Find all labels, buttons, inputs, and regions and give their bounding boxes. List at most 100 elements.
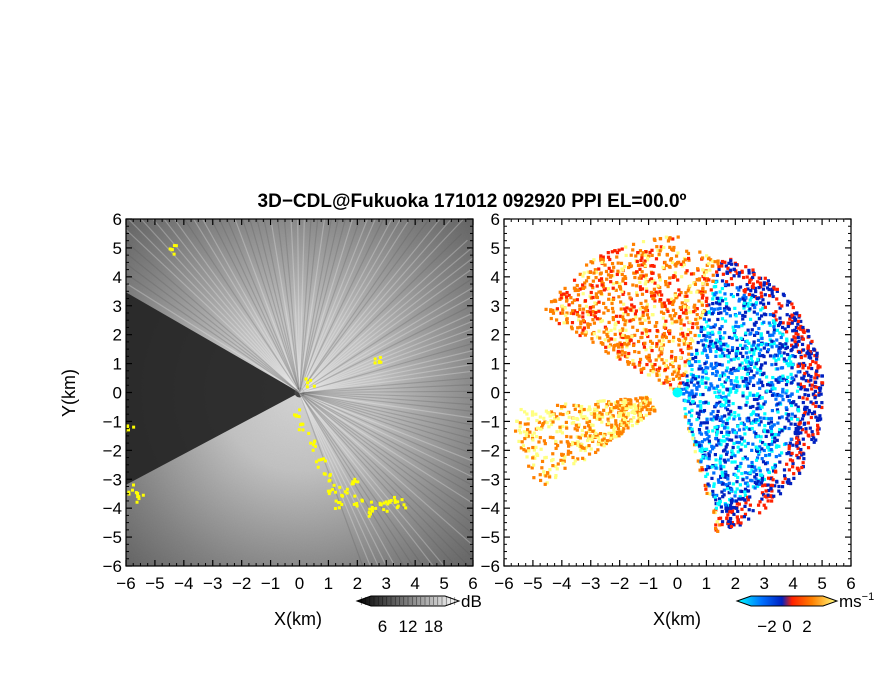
velocity-pixel (614, 405, 619, 409)
velocity-pixel (717, 439, 721, 444)
velocity-pixel (638, 280, 642, 285)
velocity-pixel (781, 480, 785, 485)
velocity-pixel (579, 412, 583, 416)
velocity-pixel (659, 342, 663, 346)
velocity-pixel (677, 364, 681, 368)
velocity-pixel (711, 410, 715, 414)
velocity-pixel (780, 415, 784, 419)
velocity-pixel (778, 316, 782, 320)
velocity-pixel (513, 429, 518, 433)
velocity-pixel (753, 465, 757, 469)
velocity-pixel (581, 292, 585, 296)
velocity-pixel (606, 421, 611, 425)
velocity-pixel (700, 292, 704, 296)
velocity-pixel (731, 325, 735, 329)
velocity-pixel (705, 353, 709, 358)
velocity-pixel (773, 484, 777, 488)
velocity-pixel (819, 392, 823, 396)
velocity-pixel (578, 272, 582, 276)
velocity-pixel (647, 357, 651, 361)
velocity-pixel (709, 307, 714, 311)
velocity-pixel (772, 328, 777, 332)
velocity-pixel (538, 473, 542, 477)
velocity-pixel (673, 271, 677, 275)
velocity-pixel (705, 421, 709, 425)
velocity-pixel (549, 410, 554, 414)
velocity-pixel (696, 326, 700, 330)
velocity-pixel (729, 387, 733, 391)
velocity-pixel (650, 280, 654, 284)
velocity-pixel (597, 267, 601, 271)
velocity-pixel (640, 263, 644, 267)
velocity-pixel (743, 455, 747, 459)
velocity-pixel (625, 422, 630, 426)
velocity-pixel (758, 380, 762, 384)
velocity-pixel (659, 310, 664, 314)
velocity-pixel (727, 481, 731, 485)
velocity-pixel (716, 259, 720, 263)
velocity-pixel (611, 414, 615, 418)
x-tick-label: −6 (494, 574, 513, 593)
velocity-pixel (762, 283, 766, 287)
velocity-pixel (522, 448, 526, 452)
velocity-pixel (731, 482, 735, 486)
clutter-pixel (352, 502, 356, 506)
velocity-pixel (745, 395, 749, 399)
velocity-pixel (742, 301, 746, 305)
velocity-pixel (588, 322, 592, 327)
x-tick-label: 0 (673, 574, 682, 593)
velocity-pixel (707, 434, 711, 439)
velocity-pixel (526, 417, 530, 421)
velocity-pixel (679, 290, 683, 295)
velocity-pixel (730, 336, 734, 340)
velocity-pixel (663, 260, 667, 264)
velocity-pixel (806, 344, 810, 348)
velocity-pixel (738, 495, 742, 499)
velocity-pixel (723, 282, 727, 287)
velocity-pixel (735, 338, 739, 342)
velocity-pixel (603, 338, 607, 342)
velocity-pixel (709, 258, 713, 262)
velocity-pixel (653, 281, 657, 285)
velocity-pixel (814, 380, 818, 384)
velocity-pixel (737, 413, 741, 417)
clutter-pixel (309, 378, 313, 382)
velocity-pixel (702, 368, 706, 372)
velocity-pixel (795, 466, 799, 470)
velocity-pixel (618, 282, 622, 286)
velocity-pixel (718, 362, 722, 367)
velocity-pixel (737, 405, 741, 410)
velocity-pixel (771, 319, 775, 323)
velocity-pixel (574, 423, 578, 427)
velocity-pixel (610, 250, 614, 254)
velocity-pixel (666, 366, 670, 370)
velocity-pixel (563, 466, 567, 470)
velocity-pixel (738, 363, 742, 367)
velocity-pixel (783, 425, 787, 429)
velocity-pixel (620, 431, 624, 435)
velocity-pixel (736, 348, 740, 353)
velocity-pixel (618, 329, 622, 333)
velocity-pixel (723, 292, 727, 296)
velocity-pixel (768, 294, 772, 298)
velocity-pixel (801, 325, 805, 330)
y-tick-label: −3 (103, 470, 122, 489)
velocity-pixel (640, 315, 644, 319)
clutter-pixel (297, 428, 301, 432)
velocity-pixel (518, 431, 523, 435)
velocity-pixel (687, 396, 692, 400)
velocity-pixel (673, 293, 677, 297)
reflectivity-x-tick-labels: −6 −5 −4 −3 −2 −1 0 1 2 3 4 5 6 (116, 574, 477, 593)
velocity-pixel (720, 299, 725, 303)
velocity-pixel (620, 342, 624, 347)
velocity-pixel (796, 382, 800, 386)
reflectivity-y-axis-label: Y(km) (59, 369, 79, 417)
velocity-pixel (590, 337, 594, 341)
velocity-pixel (586, 323, 590, 328)
velocity-pixel (622, 426, 626, 431)
velocity-pixel (814, 415, 818, 419)
velocity-pixel (743, 358, 748, 362)
velocity-pixel (794, 374, 798, 378)
clutter-pixel (168, 247, 172, 251)
velocity-pixel (730, 371, 734, 375)
